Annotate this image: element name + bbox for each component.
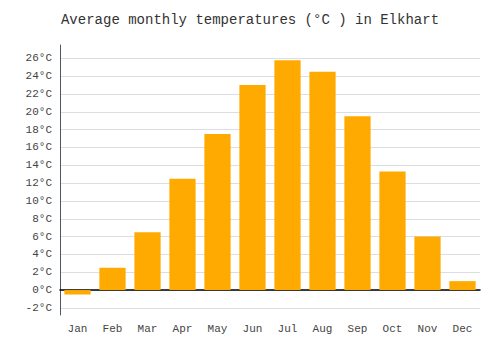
svg-text:16°C: 16°C — [26, 141, 53, 153]
svg-text:4°C: 4°C — [32, 248, 52, 260]
svg-text:18°C: 18°C — [26, 124, 53, 136]
svg-text:Nov: Nov — [418, 323, 438, 335]
svg-text:Apr: Apr — [173, 323, 193, 335]
svg-text:6°C: 6°C — [32, 231, 52, 243]
svg-text:Average monthly temperatures (: Average monthly temperatures (°C ) in El… — [61, 12, 439, 28]
svg-text:Jan: Jan — [68, 323, 88, 335]
svg-text:24°C: 24°C — [26, 70, 53, 82]
svg-text:Jun: Jun — [243, 323, 263, 335]
svg-text:-2°C: -2°C — [26, 302, 53, 314]
svg-text:26°C: 26°C — [26, 52, 53, 64]
svg-text:Feb: Feb — [103, 323, 123, 335]
svg-text:Oct: Oct — [383, 323, 403, 335]
svg-text:14°C: 14°C — [26, 159, 53, 171]
svg-text:May: May — [208, 323, 228, 335]
svg-text:10°C: 10°C — [26, 195, 53, 207]
svg-text:22°C: 22°C — [26, 88, 53, 100]
svg-text:Sep: Sep — [348, 323, 368, 335]
svg-text:Jul: Jul — [278, 323, 298, 335]
svg-text:20°C: 20°C — [26, 106, 53, 118]
svg-text:Dec: Dec — [453, 323, 473, 335]
svg-text:0°C: 0°C — [32, 284, 52, 296]
svg-text:8°C: 8°C — [32, 213, 52, 225]
svg-text:2°C: 2°C — [32, 266, 52, 278]
svg-text:12°C: 12°C — [26, 177, 53, 189]
svg-text:Mar: Mar — [138, 323, 158, 335]
svg-text:Aug: Aug — [313, 323, 333, 335]
